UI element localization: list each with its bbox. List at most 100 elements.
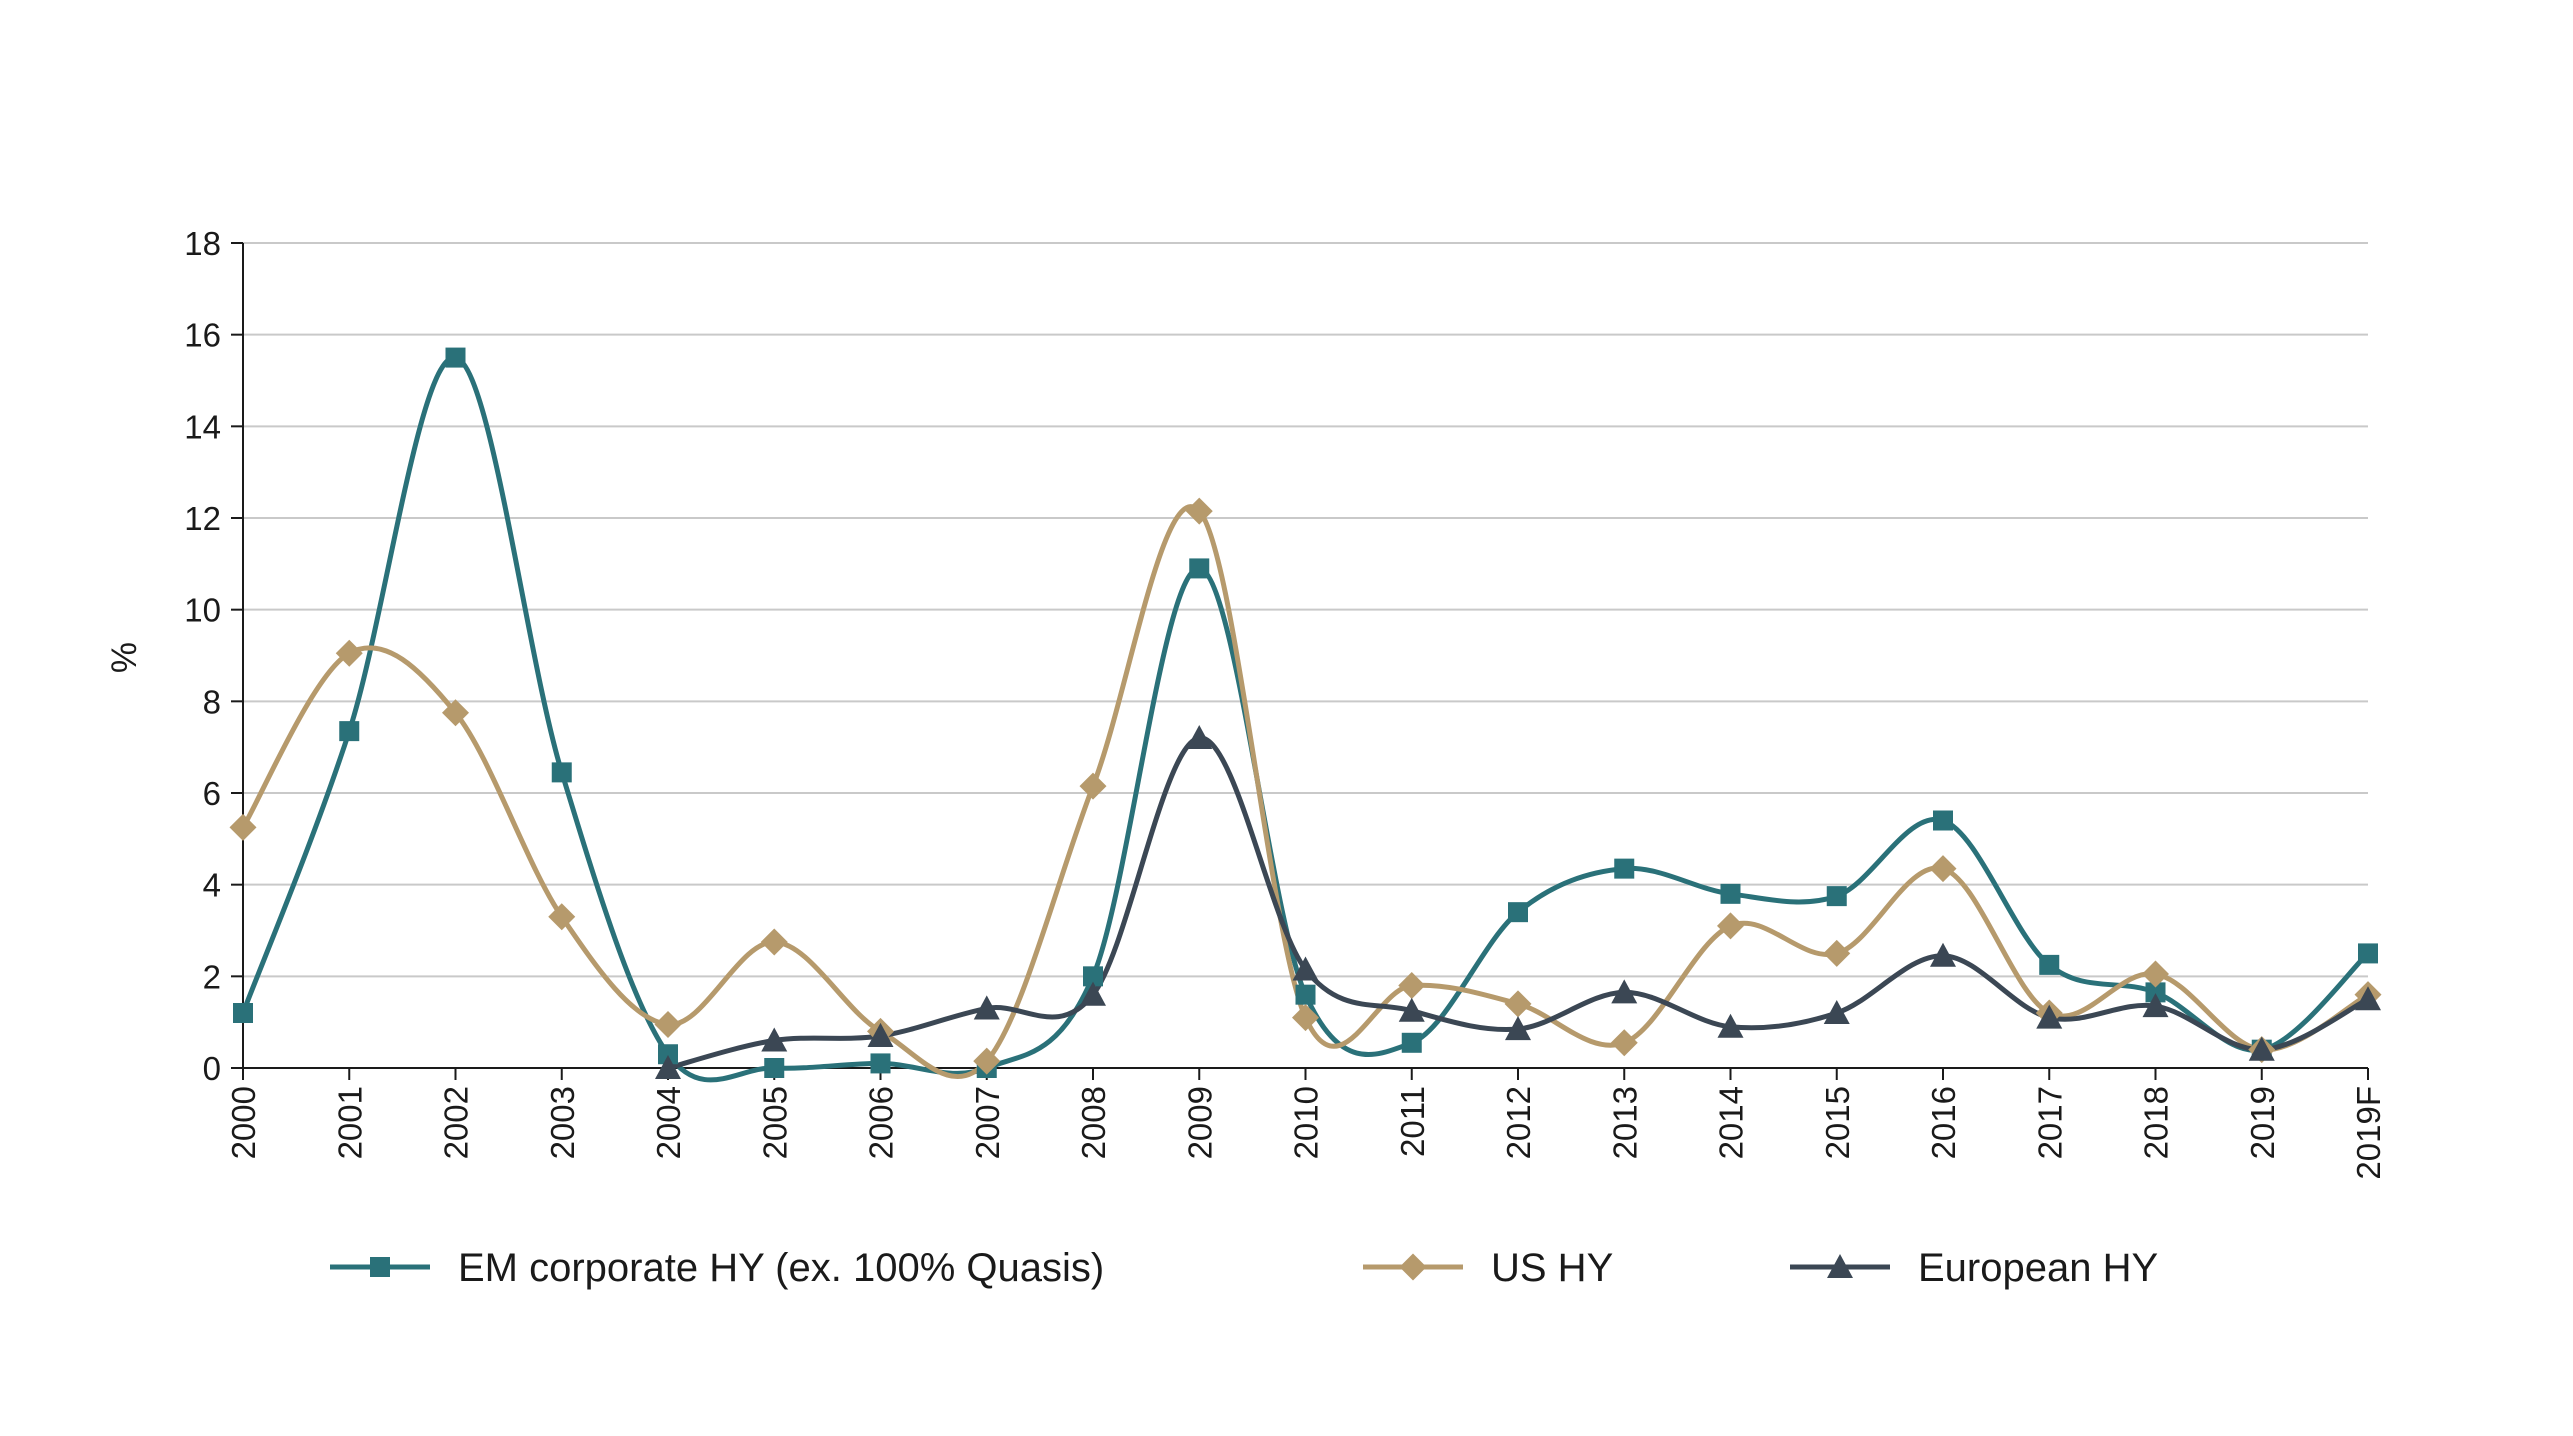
x-tick-label: 2011	[1394, 1086, 1431, 1157]
data-point	[1292, 956, 1319, 981]
legend-label: EM corporate HY (ex. 100% Quasis)	[458, 1246, 1104, 1290]
y-tick-label: 18	[184, 225, 221, 262]
data-point	[445, 347, 466, 368]
data-point	[1185, 497, 1213, 525]
data-point	[2039, 954, 2060, 975]
data-point	[1717, 1013, 1744, 1038]
y-tick-label: 12	[184, 500, 221, 537]
data-point	[1505, 1016, 1531, 1041]
legend-marker	[370, 1257, 390, 1277]
data-point	[1186, 725, 1213, 750]
x-tick-label: 2006	[863, 1086, 900, 1159]
legend-marker	[1827, 1254, 1853, 1279]
x-tick-label: 2004	[650, 1086, 687, 1159]
data-point	[1610, 1029, 1638, 1057]
x-tick-label: 2015	[1819, 1086, 1856, 1159]
data-point	[1823, 939, 1851, 967]
data-point	[1717, 912, 1744, 940]
x-tick-label: 2012	[1500, 1086, 1537, 1159]
data-point	[2358, 943, 2378, 964]
data-point	[1933, 810, 1953, 831]
legend-label: European HY	[1918, 1246, 2158, 1290]
data-point	[335, 639, 363, 667]
data-point	[867, 1022, 894, 1047]
data-point	[973, 1047, 1001, 1075]
data-point	[1720, 883, 1741, 904]
legend-item: European HY	[1790, 1246, 2158, 1290]
data-point	[548, 903, 576, 931]
data-point	[2036, 1004, 2063, 1029]
x-tick-label: 2000	[225, 1086, 262, 1159]
data-point	[1930, 942, 1956, 967]
x-tick-label: 2019F	[2350, 1086, 2387, 1180]
data-point	[1508, 902, 1528, 923]
data-point	[870, 1053, 891, 1074]
data-point	[1079, 772, 1107, 800]
x-tick-label: 2005	[756, 1086, 793, 1159]
data-point	[551, 762, 572, 783]
data-point	[658, 1044, 678, 1065]
x-tick-label: 2019	[2244, 1086, 2281, 1159]
y-axis-title: %	[105, 642, 144, 673]
data-point	[1295, 984, 1316, 1005]
data-point	[761, 1027, 788, 1052]
data-point	[1398, 972, 1426, 999]
data-point	[2355, 986, 2381, 1011]
y-tick-label: 6	[203, 775, 221, 812]
data-point	[1929, 855, 1957, 883]
data-point	[2145, 982, 2166, 1003]
y-tick-label: 0	[203, 1050, 221, 1087]
legend-item: US HY	[1363, 1246, 1613, 1290]
data-point	[655, 1055, 681, 1080]
x-tick-label: 2010	[1288, 1086, 1325, 1159]
data-point	[2142, 960, 2169, 988]
data-point	[229, 813, 257, 841]
data-point	[1401, 1032, 1422, 1053]
data-point	[764, 1058, 785, 1078]
legend-marker	[1399, 1253, 1427, 1281]
data-point	[2248, 1036, 2275, 1061]
x-tick-label: 2017	[2031, 1086, 2068, 1159]
x-tick-label: 2007	[969, 1086, 1006, 1159]
data-point	[1614, 858, 1635, 879]
data-point	[973, 995, 1000, 1020]
x-tick-label: 2018	[2138, 1086, 2175, 1159]
data-point	[1189, 558, 1210, 579]
x-tick-label: 2001	[331, 1086, 368, 1159]
data-point	[1611, 979, 1638, 1004]
data-point	[1504, 990, 1532, 1018]
x-tick-label: 2009	[1181, 1086, 1218, 1159]
gridlines	[243, 242, 2368, 978]
data-point	[1292, 1004, 1319, 1032]
data-point	[233, 1003, 253, 1023]
data-point	[1080, 981, 1106, 1006]
series-3-markers	[655, 725, 2381, 1080]
series-2	[240, 504, 2370, 1079]
y-tick-label: 2	[203, 958, 221, 995]
legend-item: EM corporate HY (ex. 100% Quasis)	[330, 1246, 1104, 1290]
y-tick-label: 14	[184, 408, 221, 445]
data-point	[442, 699, 469, 727]
legend: EM corporate HY (ex. 100% Quasis) US HY Eu…	[330, 1246, 2158, 1290]
y-tick-label: 10	[184, 592, 221, 629]
y-tick-label: 8	[203, 683, 221, 720]
x-tick-label: 2002	[438, 1086, 475, 1159]
axes: 0 2 4 6 8 10 12 14 16 18% 2000 2001 2002 2003 2004 2005…	[105, 225, 2387, 1180]
series-group	[229, 347, 2382, 1083]
y-tick-label: 4	[203, 867, 221, 904]
data-point	[1398, 997, 1425, 1022]
data-point	[1823, 1000, 1850, 1025]
x-tick-label: 2008	[1075, 1086, 1112, 1159]
x-tick-label: 2014	[1713, 1086, 1750, 1159]
x-tick-label: 2003	[544, 1086, 581, 1159]
series-line	[240, 504, 2370, 1079]
data-point	[760, 928, 788, 956]
x-tick-label: 2016	[1925, 1086, 1962, 1159]
data-point	[654, 1010, 682, 1038]
x-tick-label: 2013	[1606, 1086, 1643, 1159]
data-point	[2142, 993, 2169, 1018]
data-point	[339, 721, 360, 742]
data-point	[1826, 886, 1847, 907]
